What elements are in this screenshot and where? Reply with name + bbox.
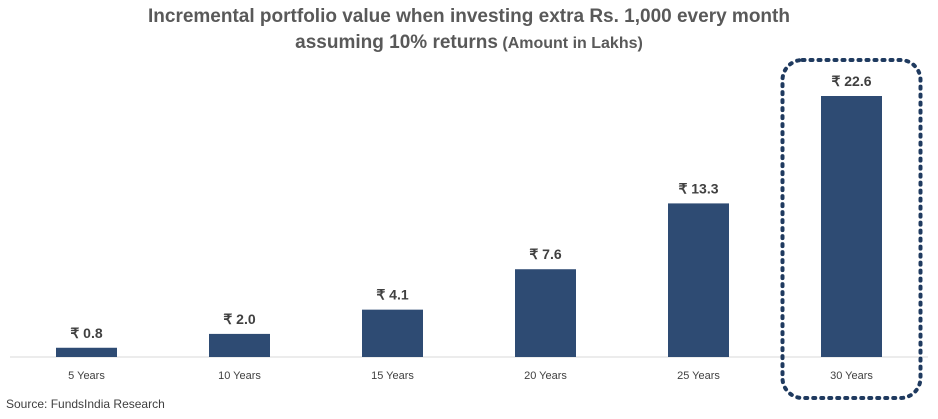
bar-15-years — [362, 309, 423, 357]
x-tick-label: 15 Years — [371, 370, 414, 382]
chart-title-line1: Incremental portfolio value when investi… — [148, 6, 790, 27]
x-tick-label: 5 Years — [68, 370, 105, 382]
x-tick-label: 10 Years — [218, 370, 261, 382]
chart-title: Incremental portfolio value when investi… — [0, 4, 938, 57]
bar-5-years — [56, 347, 117, 357]
data-label: ₹ 22.6 — [831, 73, 871, 89]
bar-20-years — [515, 269, 576, 357]
chart-title-line2: assuming 10% returns — [295, 32, 498, 53]
bar-30-years — [821, 96, 882, 357]
x-tick-label: 20 Years — [524, 370, 567, 382]
source-note: Source: FundsIndia Research — [6, 397, 165, 411]
data-label: ₹ 2.0 — [223, 311, 255, 327]
data-label: ₹ 0.8 — [70, 325, 102, 341]
bar-25-years — [668, 203, 729, 357]
data-label: ₹ 13.3 — [678, 180, 718, 196]
bar-10-years — [209, 333, 270, 357]
x-tick-label: 30 Years — [830, 370, 873, 382]
highlight-box — [780, 58, 923, 400]
data-label: ₹ 7.6 — [529, 246, 561, 262]
chart-title-unit: (Amount in Lakhs) — [502, 35, 643, 52]
x-tick-label: 25 Years — [677, 370, 720, 382]
data-label: ₹ 4.1 — [376, 287, 408, 303]
